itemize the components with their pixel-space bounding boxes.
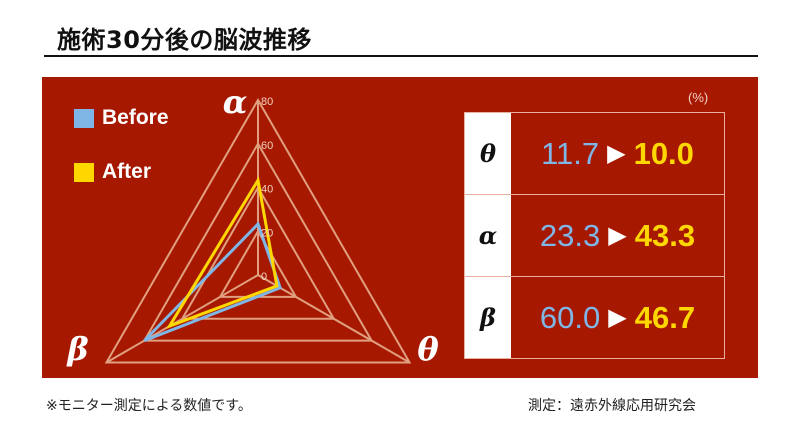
- tick-label: 60: [261, 140, 273, 152]
- grid-ring: [104, 97, 412, 364]
- after-value: 46.7: [634, 299, 696, 335]
- table-row: α 23.3 ▶ 43.3: [465, 195, 724, 277]
- legend-before: Before: [74, 106, 169, 130]
- source-note: 測定：遠赤外線応用研究会: [528, 398, 696, 414]
- radar-labels: 0 20 40 60 80 α θ β: [66, 83, 439, 368]
- tick-label: 80: [261, 96, 273, 108]
- grid-ring: [142, 141, 374, 342]
- after-value: 10.0: [633, 135, 694, 171]
- legend-swatch-before: [74, 108, 94, 128]
- axis-label: θ: [417, 330, 439, 368]
- series-after: [166, 176, 279, 329]
- legend-label-after: After: [102, 160, 152, 183]
- axis-line: [105, 274, 259, 364]
- footnote: ※モニター測定による数値です。: [46, 398, 252, 414]
- row-label: β: [465, 277, 511, 358]
- row-label: θ: [465, 113, 511, 194]
- row-label: α: [465, 195, 511, 276]
- series-before: [143, 221, 283, 343]
- values-table: θ 11.7 ▶ 10.0 α 23.3 ▶ 43.3 β 60.0 ▶ 46.7: [464, 112, 725, 359]
- table-row: θ 11.7 ▶ 10.0: [465, 113, 724, 195]
- legend-label-before: Before: [102, 106, 169, 129]
- table-row: β 60.0 ▶ 46.7: [465, 277, 724, 358]
- radar-series: [143, 176, 283, 343]
- title-underline: [44, 55, 758, 57]
- grid-ring: [180, 185, 336, 320]
- arrow-icon: ▶: [607, 140, 626, 167]
- chart-panel: [42, 77, 758, 378]
- axis-label: α: [223, 83, 248, 121]
- page-title: 施術30分後の脳波推移: [57, 26, 312, 54]
- tick-label: 40: [261, 184, 273, 196]
- tick-label: 20: [261, 227, 273, 239]
- before-value: 60.0: [539, 299, 601, 335]
- axis-line: [257, 274, 411, 364]
- tick-label: 0: [261, 271, 267, 283]
- before-value: 11.7: [541, 135, 600, 171]
- unit-label: (%): [688, 90, 709, 105]
- before-value: 23.3: [539, 217, 601, 253]
- legend-swatch-after: [74, 162, 94, 182]
- legend-after: After: [74, 160, 151, 184]
- radar-grid: [104, 97, 412, 364]
- arrow-icon: ▶: [608, 304, 627, 331]
- axis-label: β: [66, 330, 88, 368]
- after-value: 43.3: [634, 217, 696, 253]
- arrow-icon: ▶: [608, 222, 627, 249]
